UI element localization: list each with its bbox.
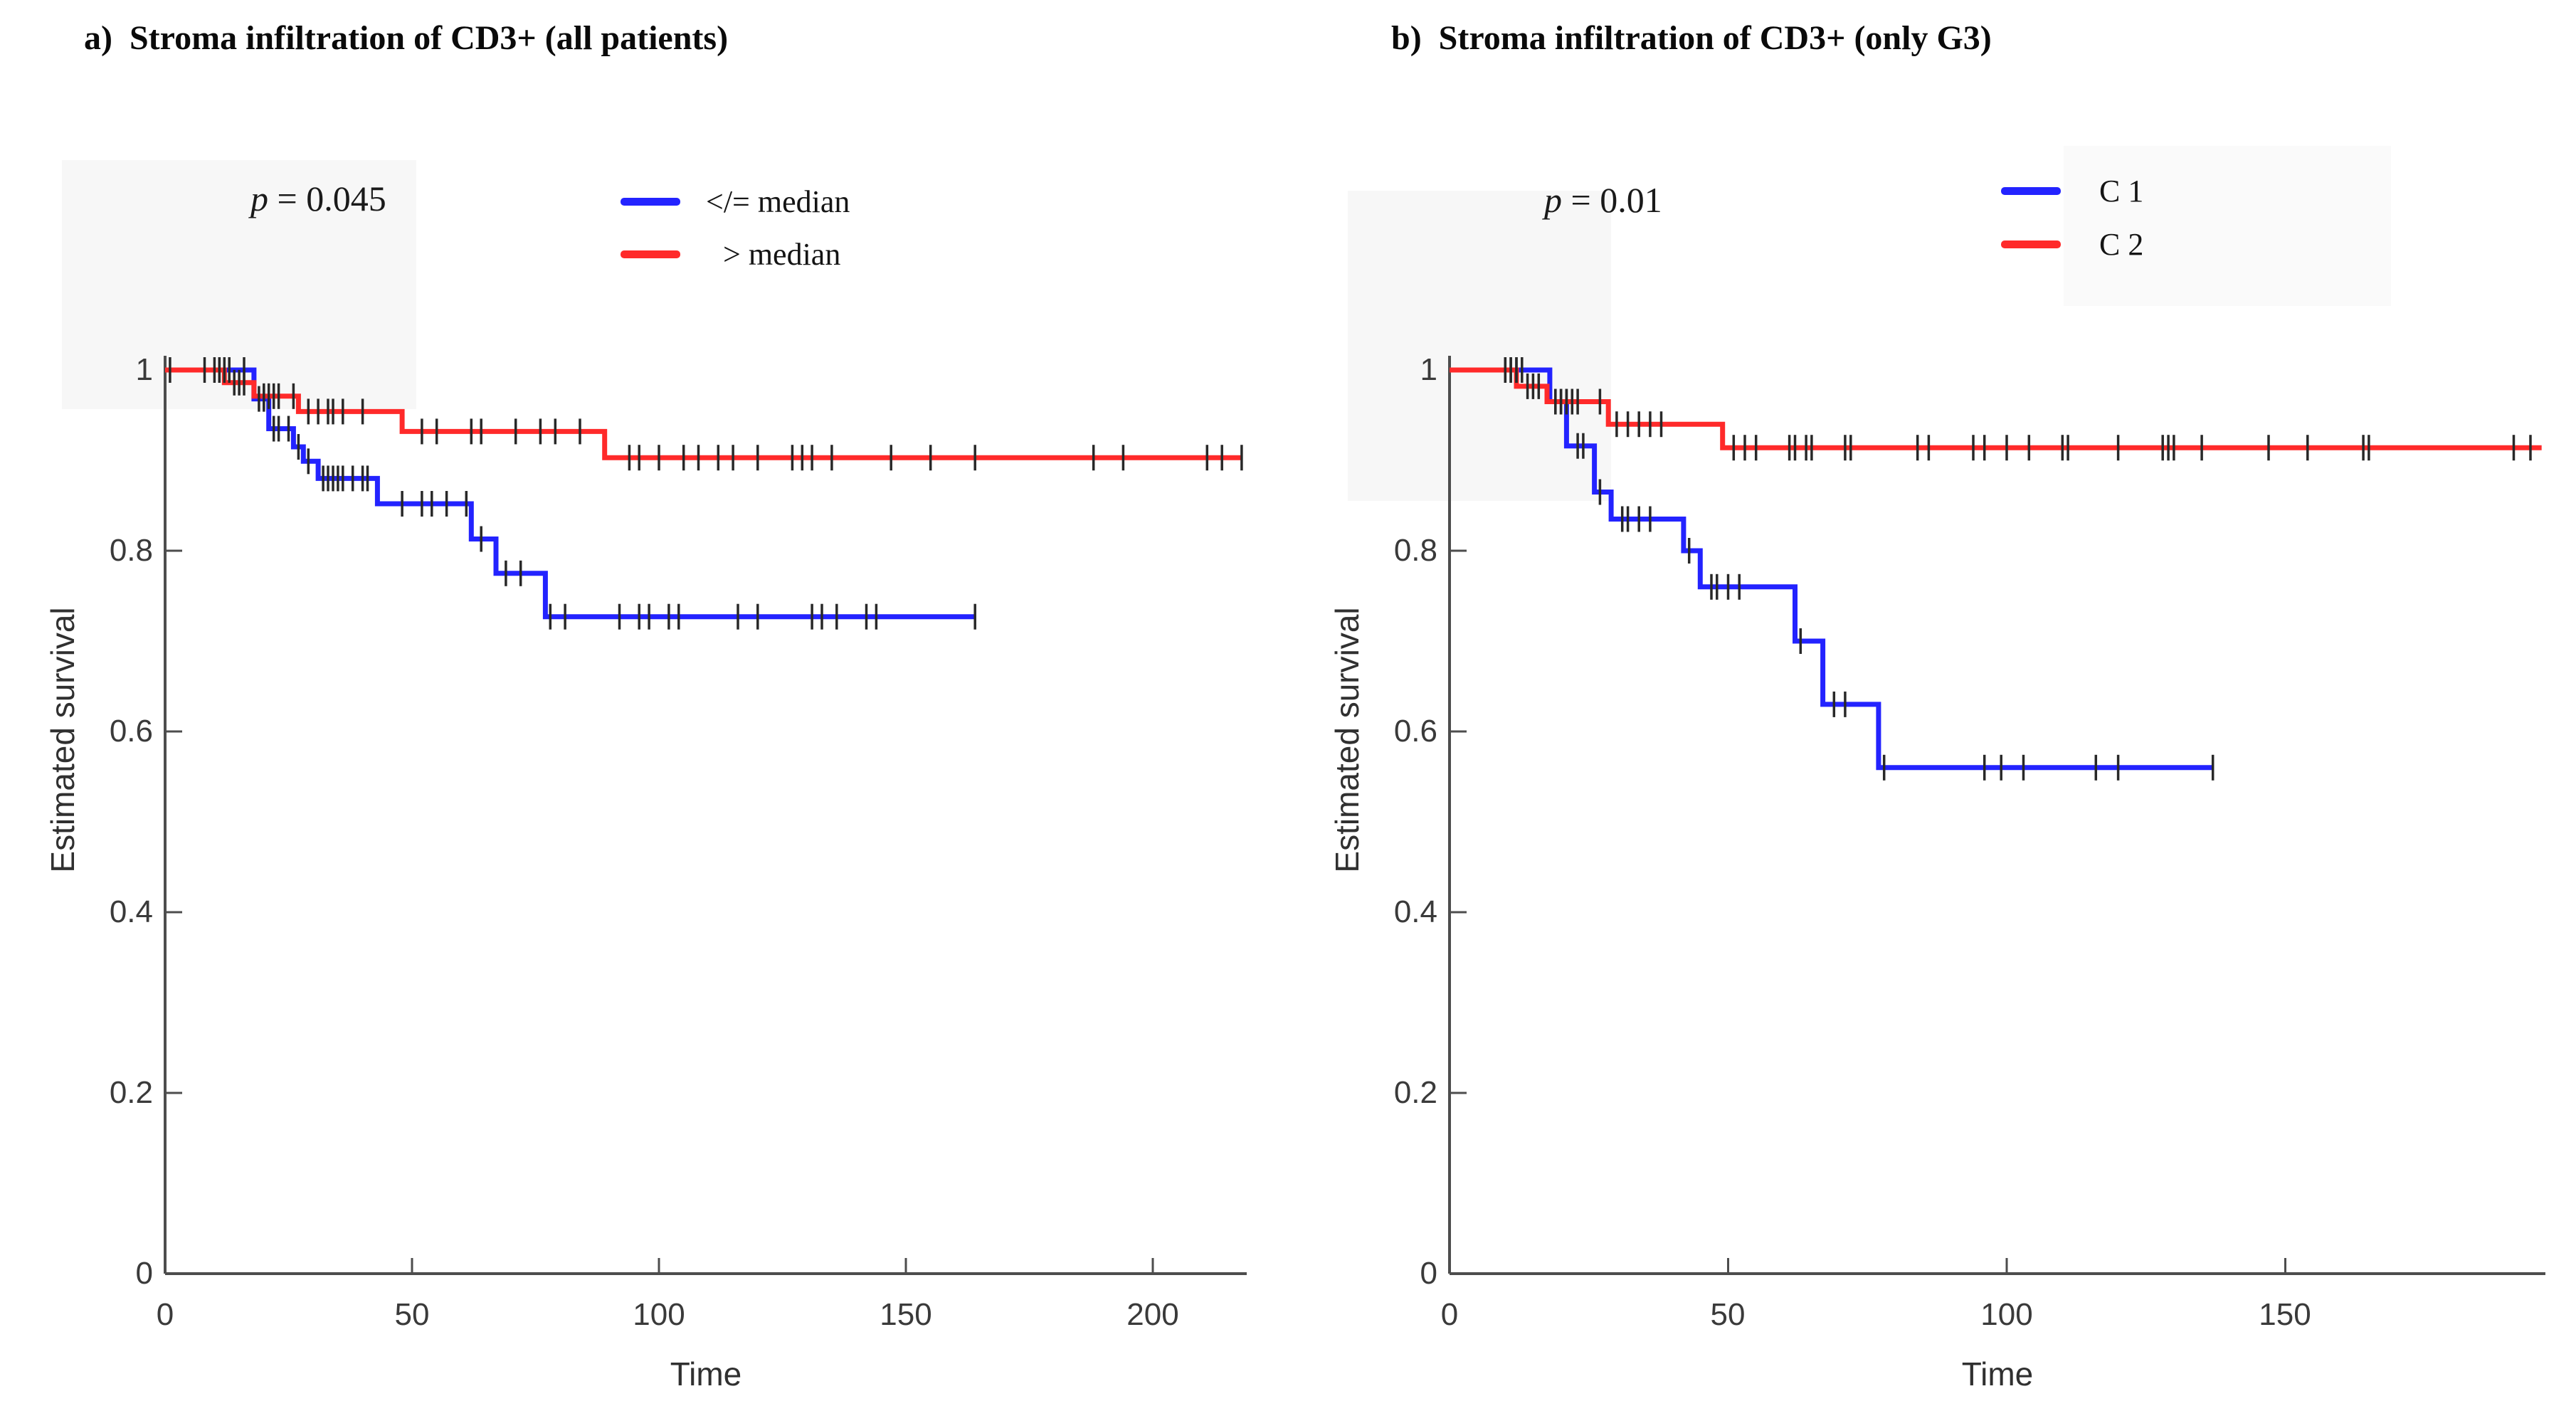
- legend-label-c1: C 1: [2099, 174, 2144, 208]
- a-y-tick-04: 0.4: [109, 894, 153, 929]
- b-x-tick-150: 150: [2259, 1297, 2311, 1332]
- watermark-box-b: [1348, 191, 1611, 501]
- a-x-tick-150: 150: [880, 1297, 932, 1332]
- a-x-tick-200: 200: [1126, 1297, 1179, 1332]
- b-x-tick-50: 50: [1710, 1297, 1746, 1332]
- panel-a-plot: [164, 356, 1247, 1275]
- legend-label-gt-median: > median: [723, 237, 841, 272]
- b-y-axis-title: Estimated survival: [1329, 607, 1366, 873]
- b-y-tick-0: 0: [1420, 1256, 1437, 1291]
- legend-swatch-blue-b: [2001, 187, 2061, 195]
- a-x-tick-50: 50: [394, 1297, 430, 1332]
- p-value-text: = 0.045: [268, 179, 386, 218]
- legend-label-c2: C 2: [2099, 227, 2144, 262]
- b-y-tick-04: 0.4: [1393, 894, 1437, 929]
- b-x-tick-100: 100: [1980, 1297, 2033, 1332]
- panel-b-title: b) Stroma infiltration of CD3+ (only G3): [1391, 19, 1992, 57]
- p-value-text: = 0.01: [1562, 180, 1662, 220]
- legend-label-le-median: </= median: [706, 184, 850, 219]
- b-y-tick-08: 0.8: [1393, 533, 1437, 568]
- a-x-tick-100: 100: [633, 1297, 685, 1332]
- p-symbol: p: [1544, 180, 1562, 220]
- p-value-a: p = 0.045: [250, 178, 386, 219]
- legend-swatch-red-b: [2001, 240, 2061, 248]
- p-value-b: p = 0.01: [1544, 179, 1662, 221]
- panel-b-plot: [1448, 356, 2545, 1275]
- p-symbol: p: [250, 179, 268, 218]
- a-y-tick-1: 1: [135, 352, 153, 387]
- a-x-tick-0: 0: [156, 1297, 174, 1332]
- km-curve-a-series-0: [165, 367, 976, 620]
- b-y-tick-06: 0.6: [1393, 714, 1437, 749]
- km-curve-a-series-1: [165, 367, 1242, 460]
- km-curve-b-series-0: [1450, 367, 2213, 771]
- b-y-tick-02: 0.2: [1393, 1075, 1437, 1110]
- legend-swatch-red-a: [621, 250, 680, 258]
- a-x-axis-title: Time: [670, 1355, 742, 1392]
- legend-swatch-blue-a: [621, 198, 680, 206]
- watermark-box-b-legend: [2064, 146, 2391, 306]
- km-curve-b-series-1: [1450, 367, 2542, 450]
- a-y-tick-0: 0: [135, 1256, 153, 1291]
- a-y-tick-06: 0.6: [109, 714, 153, 749]
- a-y-axis-title: Estimated survival: [44, 607, 81, 873]
- a-y-tick-08: 0.8: [109, 533, 153, 568]
- a-y-tick-02: 0.2: [109, 1075, 153, 1110]
- b-x-tick-0: 0: [1440, 1297, 1459, 1332]
- panel-a-title: a) Stroma infiltration of CD3+ (all pati…: [84, 19, 729, 57]
- b-y-tick-1: 1: [1420, 352, 1437, 387]
- b-x-axis-title: Time: [1961, 1355, 2034, 1392]
